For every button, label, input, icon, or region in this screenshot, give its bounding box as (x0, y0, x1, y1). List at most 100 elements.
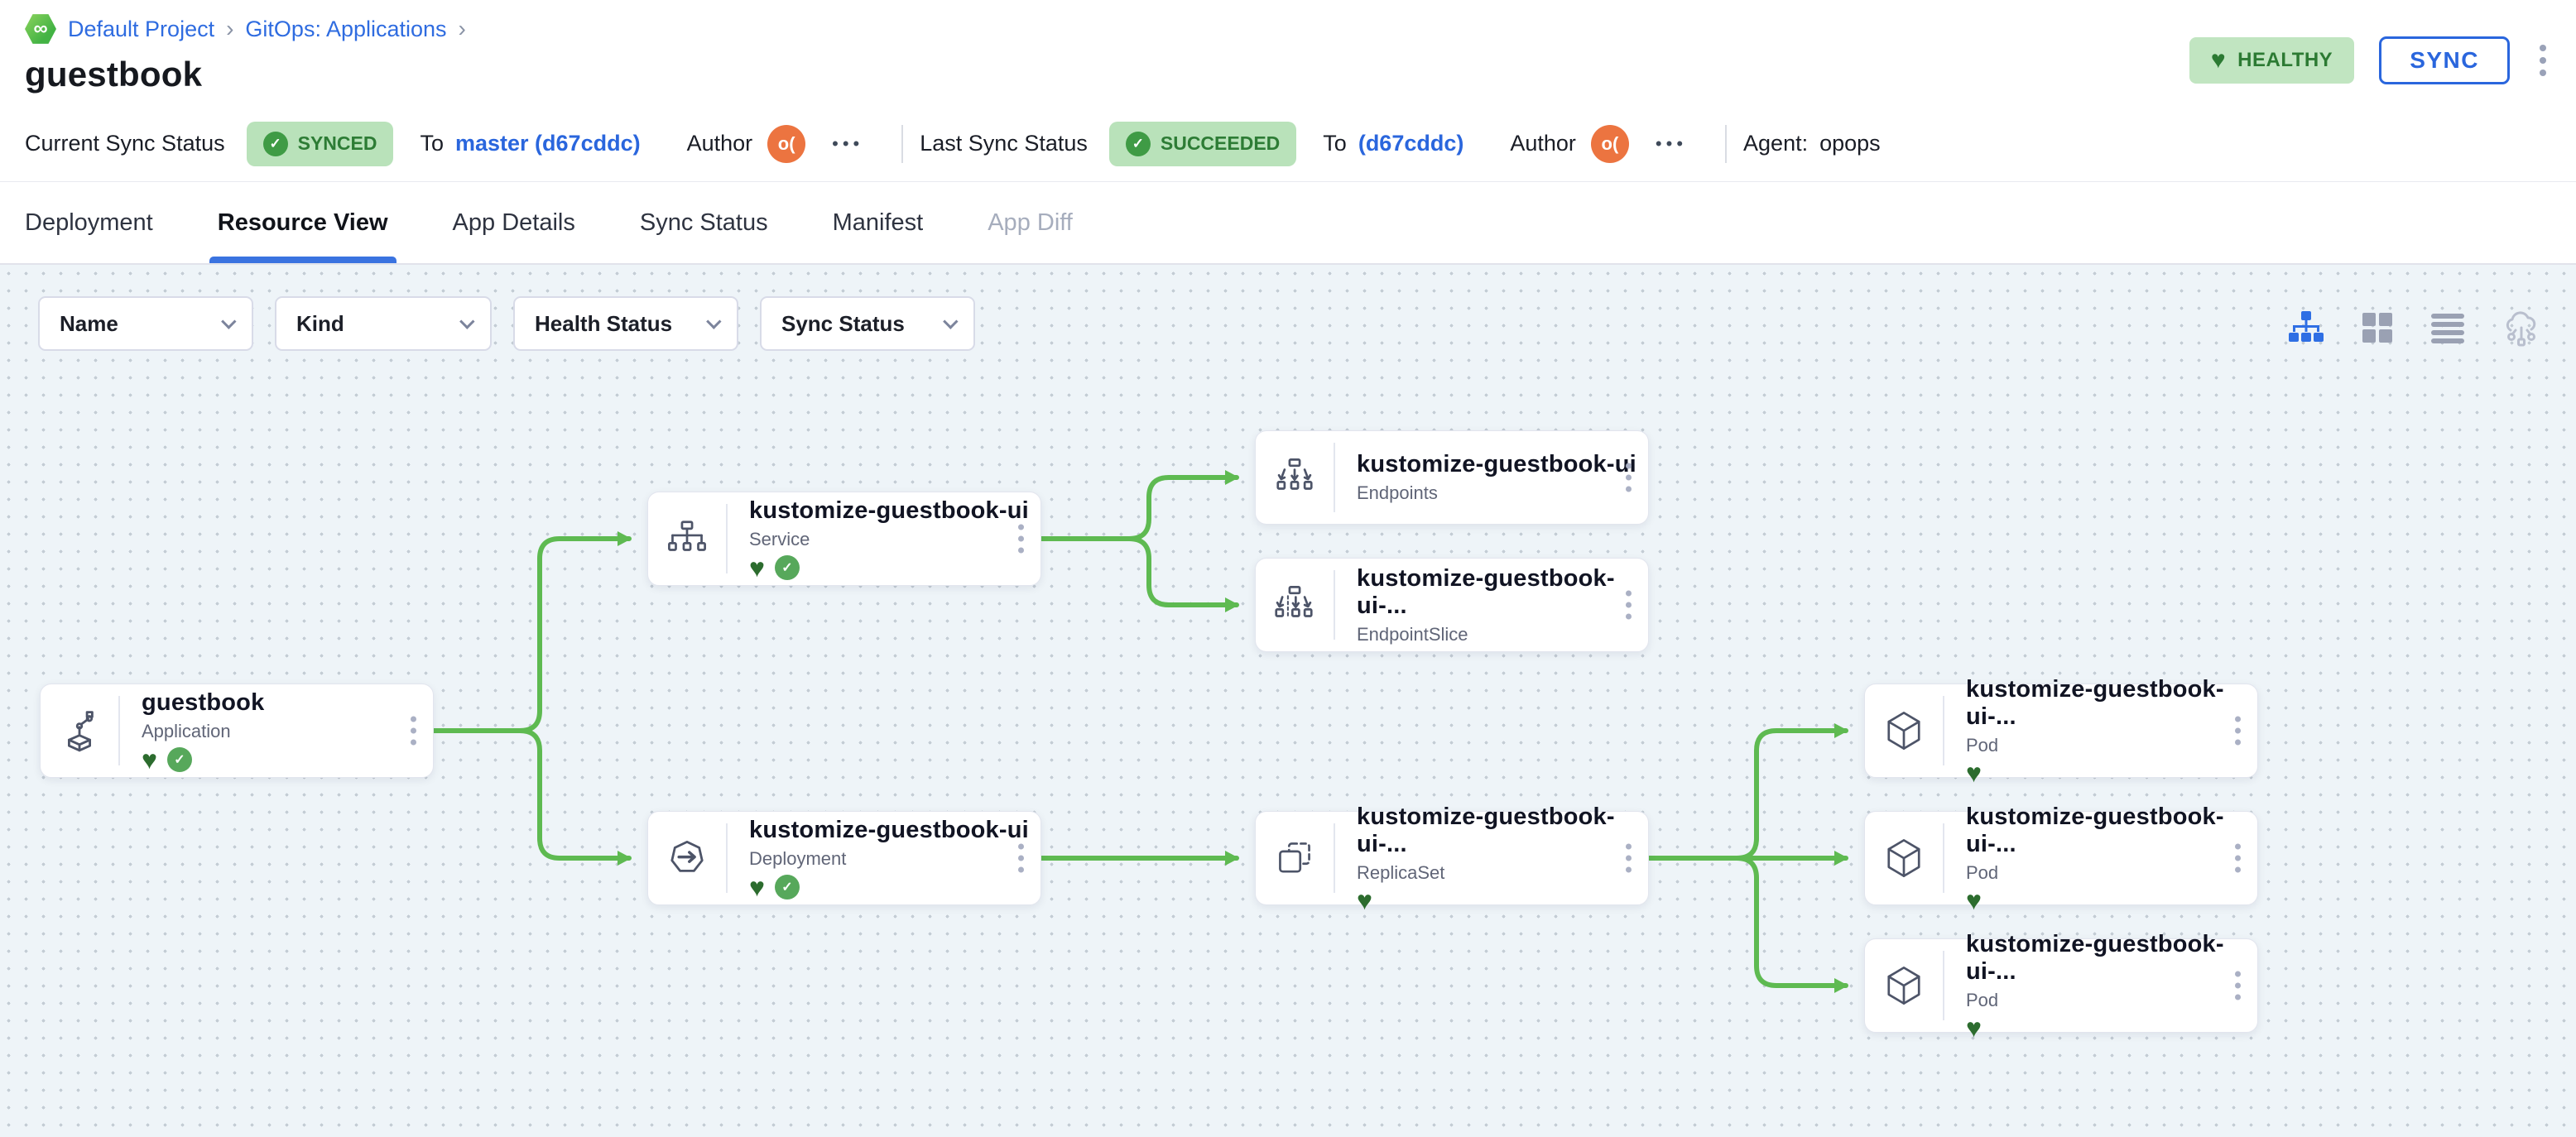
tab-app-diff: App Diff (988, 209, 1073, 236)
filter-bar: Name Kind Health Status Sync Status (38, 296, 975, 351)
last-sync-target-link[interactable]: (d67cddc) (1358, 131, 1464, 156)
author-avatar[interactable]: o( (767, 124, 806, 163)
node-title: kustomize-guestbook-ui (749, 497, 1029, 524)
sync-button[interactable]: SYNC (2379, 36, 2510, 84)
pod-icon (1865, 939, 1943, 1032)
chevron-down-icon (221, 313, 237, 329)
divider (118, 696, 120, 765)
node-title: kustomize-guestbook-ui-... (1966, 676, 2224, 730)
node-endpointslice[interactable]: kustomize-guestbook-ui-... EndpointSlice (1255, 558, 1649, 652)
heart-icon: ♥ (2210, 46, 2227, 74)
node-kind: Pod (1966, 735, 1999, 756)
node-deployment[interactable]: kustomize-guestbook-ui Deployment ♥ ✓ (647, 811, 1041, 905)
agent-label: Agent: (1743, 131, 1809, 156)
filter-kind-dropdown[interactable]: Kind (275, 296, 492, 351)
node-menu-button[interactable] (1621, 586, 1636, 625)
filter-sync-status-dropdown[interactable]: Sync Status (760, 296, 975, 351)
synced-check-icon: ✓ (167, 746, 192, 772)
node-menu-button[interactable] (1013, 839, 1029, 878)
edge-app-service (431, 531, 632, 733)
edge-service-endpoints (1039, 470, 1239, 541)
commit-more-button[interactable]: ••• (1655, 132, 1688, 154)
author-label: Author (686, 131, 753, 156)
node-replicaset[interactable]: kustomize-guestbook-ui-... ReplicaSet ♥ (1255, 804, 1649, 914)
healthy-heart-icon: ♥ (1966, 758, 1982, 788)
synced-check-icon: ✓ (775, 554, 800, 580)
grid-view-icon[interactable] (2361, 311, 2394, 344)
node-title: kustomize-guestbook-ui-... (1357, 804, 1615, 857)
filter-health-status-dropdown[interactable]: Health Status (513, 296, 738, 351)
node-menu-button[interactable] (406, 712, 421, 751)
deployment-icon (648, 812, 726, 904)
page-title: guestbook (25, 55, 203, 94)
node-title: kustomize-guestbook-ui-... (1966, 931, 2224, 985)
to-label: To (1323, 131, 1347, 156)
node-pod-2[interactable]: kustomize-guestbook-ui-... Pod ♥ (1864, 804, 2258, 914)
node-status: ♥ ✓ (142, 746, 433, 773)
author-avatar[interactable]: o( (1590, 124, 1629, 163)
to-label: To (420, 131, 444, 156)
node-service[interactable]: kustomize-guestbook-ui Service ♥ ✓ (647, 492, 1041, 586)
check-circle-icon: ✓ (1125, 131, 1151, 156)
view-mode-toolbar (2288, 308, 2541, 348)
breadcrumb-applications[interactable]: GitOps: Applications (245, 16, 447, 41)
healthy-heart-icon: ♥ (1357, 885, 1372, 915)
commit-more-button[interactable]: ••• (832, 132, 864, 154)
resource-tree-canvas[interactable]: Name Kind Health Status Sync Status (0, 265, 2576, 1137)
tab-bar: Deployment Resource View App Details Syn… (0, 182, 2576, 265)
node-kind: Application (142, 720, 231, 741)
node-menu-button[interactable] (1013, 520, 1029, 559)
tree-view-icon[interactable] (2288, 309, 2324, 346)
header-menu-button[interactable] (2535, 40, 2551, 81)
breadcrumb-separator: › (226, 16, 234, 41)
replicaset-icon (1256, 812, 1334, 904)
node-title: kustomize-guestbook-ui-... (1966, 804, 2224, 857)
node-menu-button[interactable] (2230, 967, 2246, 1005)
node-kind: Deployment (749, 847, 847, 869)
node-status: ♥ (1966, 1015, 2257, 1041)
tab-manifest[interactable]: Manifest (832, 209, 924, 236)
node-pod-3[interactable]: kustomize-guestbook-ui-... Pod ♥ (1864, 931, 2258, 1041)
node-kind: Service (749, 528, 810, 549)
breadcrumb-separator: › (458, 16, 466, 41)
node-endpoints[interactable]: kustomize-guestbook-ui Endpoints (1255, 430, 1649, 525)
health-label: HEALTHY (2237, 49, 2333, 71)
divider (1943, 823, 1944, 893)
pod-icon (1865, 812, 1943, 904)
tab-deployment[interactable]: Deployment (25, 209, 153, 236)
current-sync-target-link[interactable]: master (d67cddc) (455, 131, 641, 156)
tab-app-details[interactable]: App Details (452, 209, 575, 236)
tab-sync-status[interactable]: Sync Status (639, 209, 768, 236)
project-logo-icon: ∞ (25, 14, 56, 44)
node-menu-button[interactable] (2230, 839, 2246, 878)
synced-badge: ✓ SYNCED (246, 121, 394, 166)
divider (1943, 951, 1944, 1020)
node-menu-button[interactable] (1621, 458, 1636, 497)
edge-service-endpointslice (1039, 536, 1239, 612)
cloud-view-icon[interactable] (2502, 308, 2541, 348)
node-menu-button[interactable] (1621, 839, 1636, 878)
node-status: ♥ (1966, 758, 2257, 788)
endpointslice-icon (1256, 559, 1334, 651)
tab-resource-view[interactable]: Resource View (209, 182, 396, 263)
node-kind: Endpoints (1357, 482, 1438, 503)
filter-name-dropdown[interactable]: Name (38, 296, 253, 351)
node-status: ♥ ✓ (749, 874, 1040, 900)
succeeded-badge: ✓ SUCCEEDED (1108, 121, 1297, 166)
list-view-icon[interactable] (2430, 311, 2465, 344)
sync-status-bar: Current Sync Status ✓ SYNCED To master (… (0, 106, 2576, 182)
node-application-guestbook[interactable]: guestbook Application ♥ ✓ (40, 684, 434, 778)
succeeded-badge-label: SUCCEEDED (1160, 132, 1281, 154)
node-menu-button[interactable] (2230, 712, 2246, 751)
check-circle-icon: ✓ (262, 131, 288, 156)
chevron-down-icon (459, 313, 475, 329)
breadcrumb-project[interactable]: Default Project (68, 16, 215, 41)
divider (1334, 570, 1335, 640)
healthy-heart-icon: ♥ (749, 552, 765, 583)
pod-icon (1865, 684, 1943, 777)
node-kind: EndpointSlice (1357, 623, 1468, 645)
healthy-heart-icon: ♥ (1966, 885, 1982, 915)
node-pod-1[interactable]: kustomize-guestbook-ui-... Pod ♥ (1864, 676, 2258, 786)
chevron-down-icon (943, 313, 959, 329)
node-status: ♥ ✓ (749, 554, 1040, 581)
